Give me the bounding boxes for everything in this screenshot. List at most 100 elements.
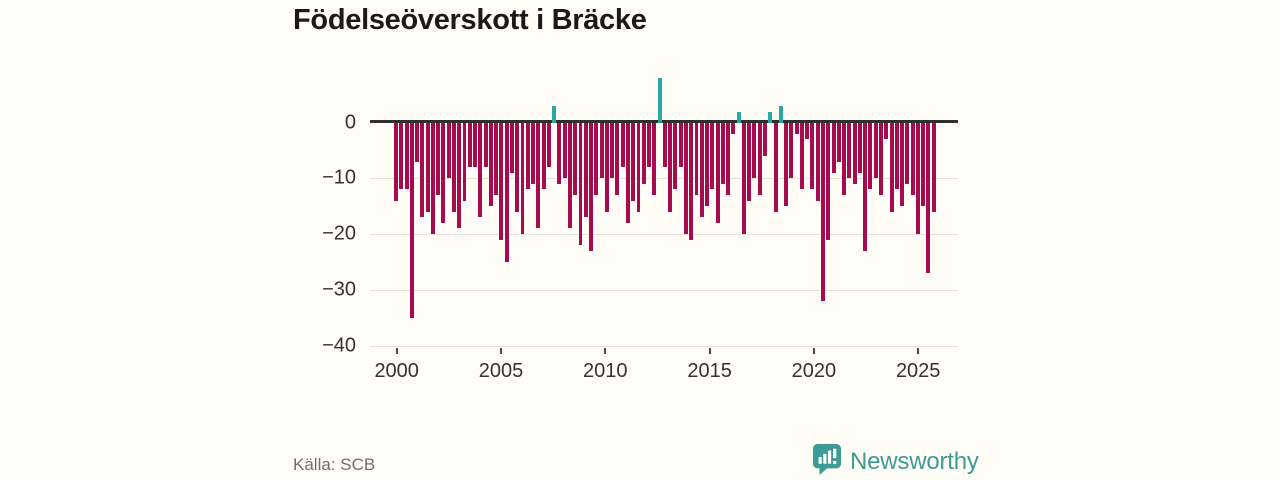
bar xyxy=(594,122,599,196)
bar xyxy=(668,122,673,212)
bar xyxy=(531,122,536,184)
gridline xyxy=(370,234,958,236)
bar xyxy=(578,122,583,246)
bar xyxy=(794,122,799,134)
bar xyxy=(636,122,641,212)
bar xyxy=(810,122,815,190)
bar xyxy=(409,122,414,318)
newsworthy-logo-icon xyxy=(812,443,842,480)
bar xyxy=(446,122,451,179)
bar xyxy=(425,122,430,212)
x-axis-tick-label: 2025 xyxy=(895,360,941,382)
bar xyxy=(557,122,562,184)
x-axis-tick xyxy=(500,348,502,354)
y-axis-tick-label: 0 xyxy=(344,111,356,134)
bar xyxy=(842,122,847,196)
gridline xyxy=(370,289,958,291)
bar xyxy=(894,122,899,190)
bar xyxy=(763,122,767,157)
bar xyxy=(467,122,472,168)
x-axis-tick-label: 2020 xyxy=(791,360,837,382)
bar xyxy=(641,122,646,184)
bar xyxy=(736,111,741,123)
x-axis-tick-label: 2005 xyxy=(478,360,524,382)
bar xyxy=(504,122,509,262)
bar xyxy=(731,122,736,134)
bar xyxy=(499,122,504,240)
bar xyxy=(773,122,778,212)
bar xyxy=(457,122,462,229)
gridline xyxy=(370,178,958,180)
bar xyxy=(852,122,857,184)
bar xyxy=(784,122,789,207)
x-axis-tick xyxy=(708,348,711,354)
bar xyxy=(509,122,514,173)
bar xyxy=(705,122,709,207)
bar xyxy=(694,122,699,196)
bar xyxy=(451,122,456,212)
x-axis-tick xyxy=(395,348,398,354)
bar xyxy=(541,122,546,190)
y-axis-tick-label: −30 xyxy=(322,278,356,301)
bar xyxy=(931,122,936,212)
bar xyxy=(683,122,688,235)
bar xyxy=(778,106,783,123)
page-title: Födelseöverskott i Bräcke xyxy=(293,4,647,36)
bar xyxy=(415,122,420,162)
bar xyxy=(525,122,530,190)
x-axis-tick-label: 2000 xyxy=(374,360,419,382)
x-axis-tick xyxy=(604,348,607,354)
bar xyxy=(652,122,657,196)
bar xyxy=(604,122,609,212)
bar xyxy=(546,122,551,168)
bar xyxy=(905,122,910,184)
bar xyxy=(836,122,841,162)
bar xyxy=(799,122,804,190)
bar xyxy=(900,122,905,207)
bar xyxy=(747,122,752,201)
bar xyxy=(589,122,594,251)
bar xyxy=(494,122,499,196)
bar xyxy=(826,122,831,240)
bar xyxy=(768,111,773,123)
bar xyxy=(752,122,757,179)
bar xyxy=(488,122,493,207)
x-axis-tick-label: 2015 xyxy=(687,360,732,382)
bar xyxy=(473,122,478,168)
bar xyxy=(662,122,667,168)
bar xyxy=(715,122,720,223)
y-axis-tick-label: −40 xyxy=(322,334,356,356)
bar xyxy=(910,122,915,196)
bar xyxy=(436,122,441,196)
bar xyxy=(599,122,604,179)
bar xyxy=(647,122,652,168)
bar xyxy=(821,122,825,301)
bar xyxy=(757,122,762,196)
brand-name: Newsworthy xyxy=(850,447,979,475)
bar xyxy=(720,122,725,184)
bar xyxy=(726,122,731,196)
bar xyxy=(567,122,572,229)
bar xyxy=(884,122,889,140)
y-axis-tick-label: −10 xyxy=(322,166,356,189)
bar xyxy=(404,122,409,190)
gridline xyxy=(370,345,958,347)
bar xyxy=(462,122,467,201)
bar xyxy=(615,122,620,196)
bar xyxy=(536,122,541,229)
x-axis-tick xyxy=(917,348,920,354)
bar xyxy=(515,122,520,212)
bar xyxy=(889,122,894,212)
bar xyxy=(678,122,683,168)
bar xyxy=(573,122,578,196)
bar xyxy=(831,122,836,173)
bar xyxy=(689,122,694,240)
bar xyxy=(520,122,525,235)
source-caption: Källa: SCB xyxy=(293,455,376,474)
bar xyxy=(710,122,715,190)
zero-line xyxy=(370,120,958,124)
bar xyxy=(625,122,630,223)
bar xyxy=(863,122,868,251)
bar xyxy=(847,122,852,179)
